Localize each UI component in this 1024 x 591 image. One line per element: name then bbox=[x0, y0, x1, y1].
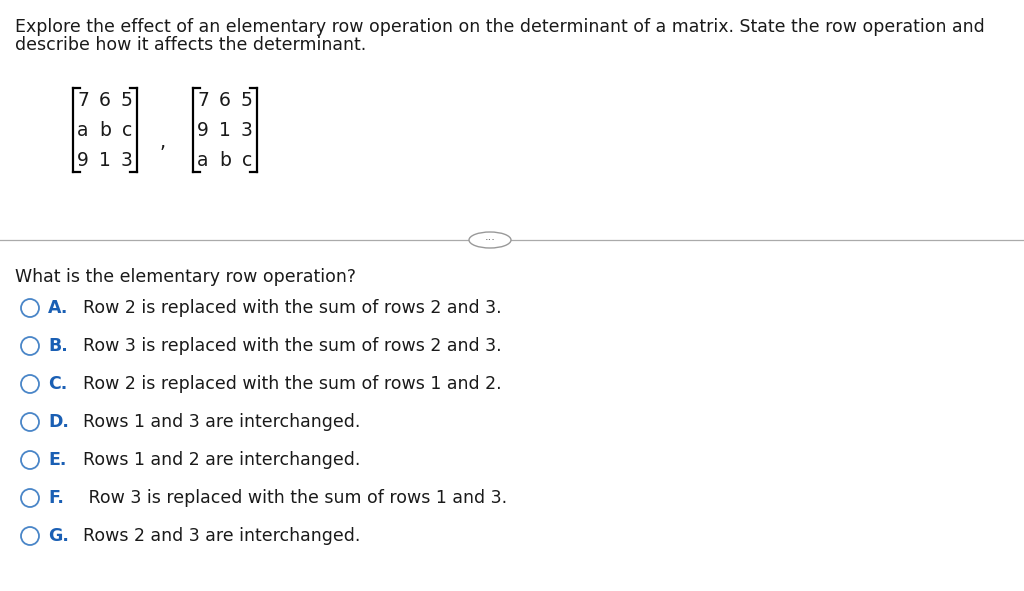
Text: 3: 3 bbox=[121, 151, 133, 170]
Circle shape bbox=[22, 337, 39, 355]
Text: 9: 9 bbox=[77, 151, 89, 170]
Circle shape bbox=[22, 413, 39, 431]
Text: 3: 3 bbox=[241, 121, 253, 139]
Text: 9: 9 bbox=[197, 121, 209, 139]
Circle shape bbox=[22, 527, 39, 545]
Text: 7: 7 bbox=[77, 90, 89, 109]
Text: Row 3 is replaced with the sum of rows 1 and 3.: Row 3 is replaced with the sum of rows 1… bbox=[72, 489, 507, 507]
Text: Row 3 is replaced with the sum of rows 2 and 3.: Row 3 is replaced with the sum of rows 2… bbox=[72, 337, 502, 355]
Text: 5: 5 bbox=[121, 90, 133, 109]
Text: b: b bbox=[99, 121, 111, 139]
Text: G.: G. bbox=[48, 527, 69, 545]
Text: Row 2 is replaced with the sum of rows 1 and 2.: Row 2 is replaced with the sum of rows 1… bbox=[72, 375, 502, 393]
Text: Rows 2 and 3 are interchanged.: Rows 2 and 3 are interchanged. bbox=[72, 527, 360, 545]
Text: 6: 6 bbox=[99, 90, 111, 109]
Text: describe how it affects the determinant.: describe how it affects the determinant. bbox=[15, 36, 367, 54]
Text: ···: ··· bbox=[484, 235, 496, 245]
Text: 5: 5 bbox=[241, 90, 253, 109]
Text: a: a bbox=[198, 151, 209, 170]
Circle shape bbox=[22, 299, 39, 317]
Text: D.: D. bbox=[48, 413, 69, 431]
Text: Row 2 is replaced with the sum of rows 2 and 3.: Row 2 is replaced with the sum of rows 2… bbox=[72, 299, 502, 317]
Text: Rows 1 and 2 are interchanged.: Rows 1 and 2 are interchanged. bbox=[72, 451, 360, 469]
Text: B.: B. bbox=[48, 337, 68, 355]
Text: F.: F. bbox=[48, 489, 63, 507]
Text: 1: 1 bbox=[219, 121, 231, 139]
Text: 6: 6 bbox=[219, 90, 231, 109]
Text: c: c bbox=[122, 121, 132, 139]
Text: C.: C. bbox=[48, 375, 68, 393]
Circle shape bbox=[22, 375, 39, 393]
Text: Explore the effect of an elementary row operation on the determinant of a matrix: Explore the effect of an elementary row … bbox=[15, 18, 985, 36]
Text: 1: 1 bbox=[99, 151, 111, 170]
Text: Rows 1 and 3 are interchanged.: Rows 1 and 3 are interchanged. bbox=[72, 413, 360, 431]
Text: c: c bbox=[242, 151, 252, 170]
Text: a: a bbox=[77, 121, 89, 139]
Text: b: b bbox=[219, 151, 231, 170]
Text: A.: A. bbox=[48, 299, 69, 317]
Text: What is the elementary row operation?: What is the elementary row operation? bbox=[15, 268, 356, 286]
Circle shape bbox=[22, 489, 39, 507]
Text: ,: , bbox=[160, 132, 166, 151]
Text: E.: E. bbox=[48, 451, 67, 469]
Text: 7: 7 bbox=[197, 90, 209, 109]
Circle shape bbox=[22, 451, 39, 469]
Ellipse shape bbox=[469, 232, 511, 248]
